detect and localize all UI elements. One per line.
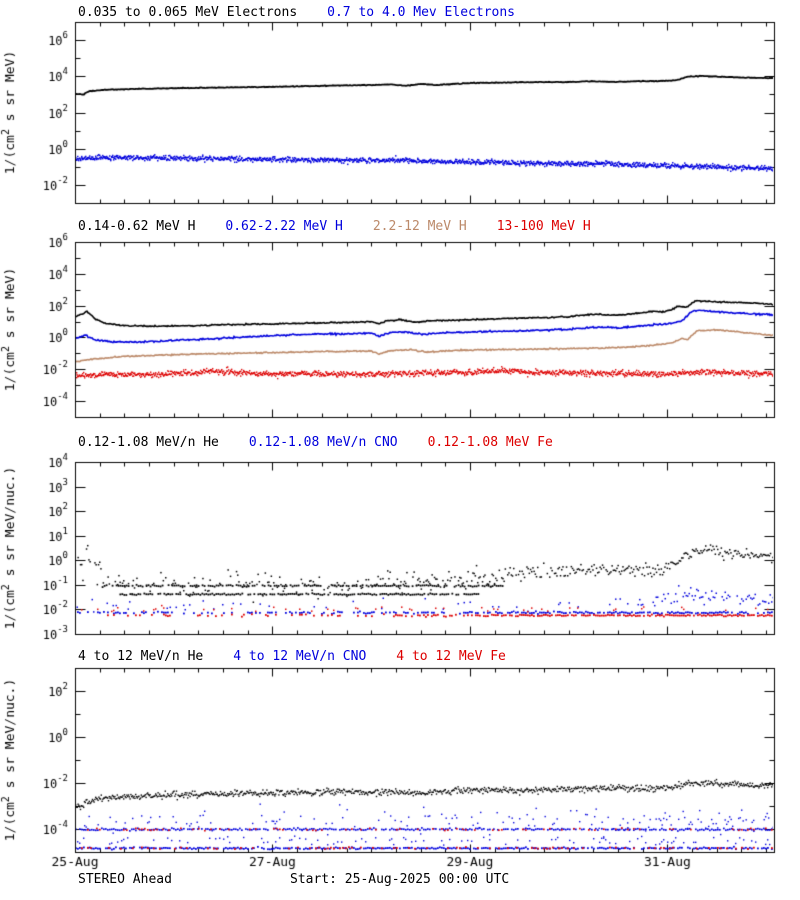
panel-1-legend-entry-1: 0.035 to 0.065 MeV Electrons	[78, 5, 298, 20]
panel-2-legend-entry-4: 13-100 MeV H	[496, 219, 591, 234]
start-time-label: Start: 25-Aug-2025 00:00 UTC	[290, 872, 510, 887]
panel-2-legend-entry-3: 2.2-12 MeV H	[372, 219, 467, 234]
panel-4-legend-entry-1: 4 to 12 MeV/n He	[78, 649, 204, 664]
panel-4-legend: 4 to 12 MeV/n He 4 to 12 MeV/n CNO 4 to 12…	[78, 649, 536, 664]
panel-3-legend-entry-3: 0.12-1.08 MeV Fe	[427, 435, 553, 450]
panel-3-legend-entry-1: 0.12-1.08 MeV/n He	[78, 435, 219, 450]
panel-2-legend-entry-1: 0.14-0.62 MeV H	[78, 219, 196, 234]
panel-3-legend-entry-2: 0.12-1.08 MeV/n CNO	[248, 435, 398, 450]
panel-2-legend: 0.14-0.62 MeV H 0.62-2.22 MeV H 2.2-12 MeV…	[78, 219, 621, 234]
panel-3-legend: 0.12-1.08 MeV/n He 0.12-1.08 MeV/n CNO 0.1…	[78, 435, 583, 450]
observatory-label: STEREO Ahead	[78, 872, 172, 887]
panel-2-legend-entry-2: 0.62-2.22 MeV H	[225, 219, 343, 234]
panel-1-legend-entry-2: 0.7 to 4.0 Mev Electrons	[327, 5, 515, 20]
panel-4-legend-entry-2: 4 to 12 MeV/n CNO	[233, 649, 367, 664]
panel-1-legend: 0.035 to 0.065 MeV Electrons 0.7 to 4.0 M…	[78, 5, 545, 20]
panel-4-legend-entry-3: 4 to 12 MeV Fe	[396, 649, 506, 664]
